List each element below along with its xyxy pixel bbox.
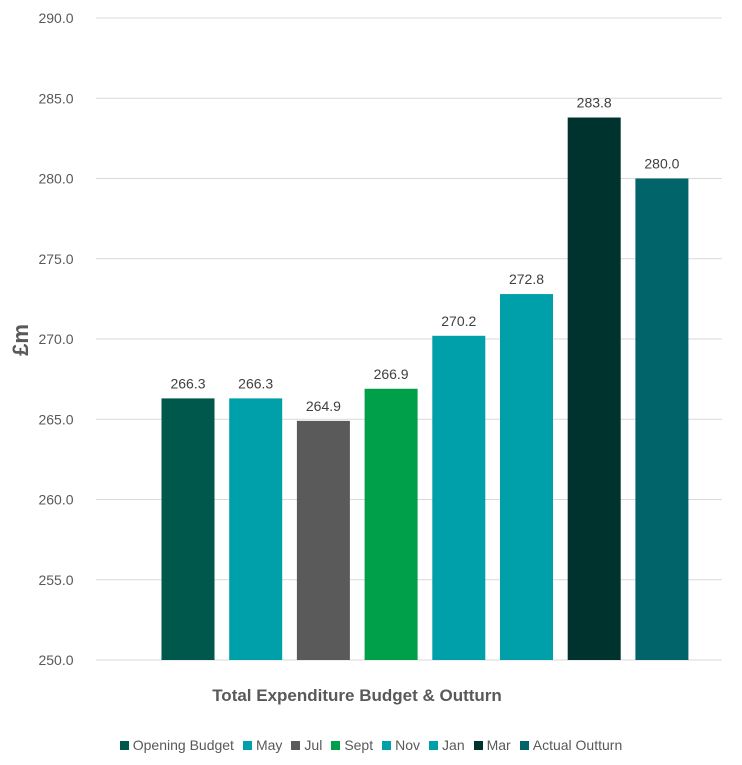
legend-swatch	[382, 740, 392, 750]
y-tick-label: 290.0	[38, 10, 73, 26]
legend-label: Sept	[344, 737, 374, 753]
y-tick-label: 280.0	[38, 171, 73, 187]
data-label: 266.3	[170, 375, 205, 391]
legend-item: Sept	[331, 737, 373, 753]
legend-label: Mar	[486, 737, 511, 753]
y-axis-label: £m	[8, 324, 33, 356]
y-tick-label: 260.0	[38, 492, 73, 508]
legend-item: Jan	[429, 737, 465, 753]
y-tick-label: 255.0	[38, 572, 73, 588]
bar	[635, 178, 689, 660]
legend: Opening Budget May Jul Sept Nov Jan Mar Actual …	[0, 737, 742, 753]
bar	[296, 420, 350, 660]
legend-label: Actual Outturn	[532, 737, 623, 753]
legend-item: Jul	[291, 737, 322, 753]
legend-swatch	[291, 740, 301, 750]
legend-item: Nov	[382, 737, 420, 753]
x-axis-title: Total Expenditure Budget & Outturn	[212, 686, 502, 705]
y-axis-ticks: 250.0 255.0 260.0 265.0 270.0 275.0 280.0 285.0…	[38, 10, 73, 668]
legend-item: May	[242, 737, 283, 753]
legend-item: Actual Outturn	[519, 737, 623, 753]
legend-swatch	[429, 740, 439, 750]
data-label: 272.8	[509, 271, 544, 287]
legend-label: Opening Budget	[132, 737, 234, 753]
legend-label: Jan	[442, 737, 465, 753]
legend-label: May	[255, 737, 283, 753]
bar	[432, 335, 486, 660]
legend-label: Nov	[395, 737, 421, 753]
data-label: 283.8	[577, 95, 612, 111]
bar	[500, 294, 553, 660]
bar	[161, 398, 215, 660]
legend-swatch	[519, 740, 529, 750]
data-label: 264.9	[306, 398, 341, 414]
legend-swatch	[119, 740, 129, 750]
legend-swatch	[473, 740, 483, 750]
chart: 250.0 255.0 260.0 265.0 270.0 275.0 280.0 285.0…	[8, 10, 722, 705]
bar	[567, 117, 621, 660]
legend-label: Jul	[304, 737, 323, 753]
bar	[364, 388, 418, 660]
legend-swatch	[242, 740, 252, 750]
y-tick-label: 265.0	[38, 411, 73, 427]
data-label: 266.3	[238, 375, 273, 391]
y-tick-label: 285.0	[38, 90, 73, 106]
bar	[229, 398, 283, 660]
legend-item: Opening Budget	[119, 737, 234, 753]
data-label: 280.0	[644, 156, 679, 172]
y-tick-label: 275.0	[38, 251, 73, 267]
y-tick-label: 270.0	[38, 331, 73, 347]
data-labels: 266.3 266.3 264.9 266.9 270.2 272.8 283.8 280.0	[170, 95, 679, 414]
y-tick-label: 250.0	[38, 652, 73, 668]
legend-item: Mar	[473, 737, 511, 753]
legend-swatch	[331, 740, 341, 750]
data-label: 270.2	[441, 313, 476, 329]
data-label: 266.9	[374, 366, 409, 382]
bars	[161, 117, 689, 660]
